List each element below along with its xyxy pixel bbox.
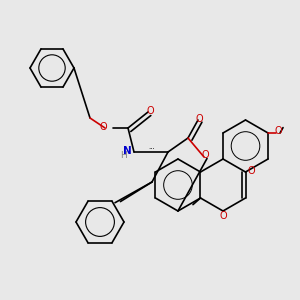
- Text: O: O: [147, 106, 154, 116]
- Text: O: O: [248, 166, 255, 176]
- Text: O: O: [196, 113, 203, 124]
- Text: O: O: [100, 122, 107, 131]
- Text: ···: ···: [148, 146, 155, 152]
- Text: O: O: [220, 212, 227, 221]
- Text: O: O: [202, 151, 209, 160]
- Text: O: O: [274, 127, 282, 136]
- Text: H: H: [120, 151, 127, 160]
- Text: N: N: [123, 146, 132, 155]
